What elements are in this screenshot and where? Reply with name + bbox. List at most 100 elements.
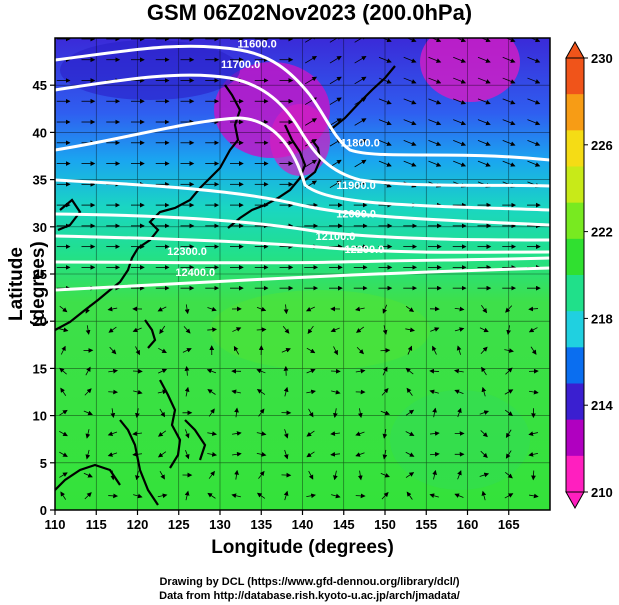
wind-streamline xyxy=(282,325,290,334)
wind-streamline xyxy=(504,389,514,395)
wind-streamline xyxy=(505,367,513,375)
wind-streamline xyxy=(231,451,242,457)
wind-streamline xyxy=(304,139,318,147)
wind-streamline xyxy=(457,407,462,418)
colorbar-segment xyxy=(566,202,584,240)
wind-streamline xyxy=(505,305,513,313)
wind-streamline xyxy=(432,469,437,480)
wind-streamline xyxy=(428,160,442,167)
wind-streamline xyxy=(333,470,338,481)
warm-patch xyxy=(390,390,530,490)
wind-streamline xyxy=(477,119,491,126)
wind-streamline xyxy=(403,98,417,105)
wind-streamline xyxy=(207,452,217,457)
wind-streamline xyxy=(528,431,538,436)
wind-streamline xyxy=(331,493,341,499)
wind-streamline xyxy=(306,493,316,499)
wind-streamline xyxy=(403,160,417,167)
wind-streamline xyxy=(528,493,539,499)
wind-streamline xyxy=(59,431,68,437)
colorbar-tick-label: 230 xyxy=(591,51,613,66)
wind-streamline xyxy=(304,38,318,43)
wind-streamline xyxy=(307,325,314,334)
wind-streamline xyxy=(135,408,140,418)
wind-streamline xyxy=(354,159,367,168)
wind-streamline xyxy=(428,56,442,63)
contour-label: 12300.0 xyxy=(167,246,207,258)
wind-streamline xyxy=(330,451,341,457)
wind-streamline xyxy=(306,389,316,395)
colorbar-segment xyxy=(566,419,584,457)
wind-streamline xyxy=(306,451,315,458)
wind-streamline xyxy=(527,77,541,84)
wind-streamline xyxy=(406,387,413,396)
y-tick-label: 20 xyxy=(33,314,47,329)
wind-streamline xyxy=(378,139,392,146)
colorbar-tick-label: 210 xyxy=(591,485,613,500)
wind-streamline xyxy=(405,431,415,436)
wind-streamline xyxy=(431,38,442,43)
wind-streamline xyxy=(457,470,462,480)
contour-label: 12100.0 xyxy=(316,231,356,243)
wind-streamline xyxy=(59,409,68,416)
colorbar-max-arrow xyxy=(565,40,585,59)
wind-streamline xyxy=(256,388,266,395)
wind-streamline xyxy=(403,119,417,126)
y-tick-label: 30 xyxy=(33,220,47,235)
height-contours xyxy=(55,44,550,292)
wind-streamline xyxy=(329,180,342,189)
x-tick-label: 165 xyxy=(498,517,520,532)
wind-streamline xyxy=(59,451,68,457)
y-tick-label: 5 xyxy=(40,456,47,471)
wind-streamline xyxy=(85,366,91,376)
wind-streamline xyxy=(502,56,516,63)
colorbar-segment xyxy=(566,238,584,276)
wind-streamline xyxy=(428,139,442,146)
wind-streamline xyxy=(233,345,240,355)
x-tick-label: 140 xyxy=(292,517,314,532)
wind-streamline xyxy=(430,327,440,332)
wind-streamline xyxy=(506,325,512,335)
wind-streamline xyxy=(110,408,116,419)
wind-streamline xyxy=(480,38,491,43)
wind-streamline xyxy=(231,431,242,436)
wind-streamline xyxy=(378,77,392,84)
wind-streamline xyxy=(454,389,464,395)
wind-streamline xyxy=(184,304,190,315)
wind-streamline xyxy=(157,306,167,312)
wind-streamline xyxy=(58,327,69,333)
wind-streamline xyxy=(502,160,516,167)
wind-streamline xyxy=(84,492,92,500)
x-tick-label: 125 xyxy=(168,517,190,532)
wind-streamline xyxy=(159,470,165,480)
wind-streamline xyxy=(184,386,190,397)
wind-streamline xyxy=(159,408,166,418)
wind-streamline xyxy=(454,368,464,374)
wind-streamline xyxy=(405,327,415,333)
wind-streamline xyxy=(85,325,91,335)
wind-streamline xyxy=(132,327,142,333)
wind-streamline xyxy=(382,429,388,439)
wind-streamline xyxy=(477,139,491,146)
wind-streamline xyxy=(527,56,541,63)
wind-streamline xyxy=(306,368,316,374)
wind-streamline xyxy=(283,490,289,501)
wind-streamline xyxy=(329,118,342,126)
wind-streamline xyxy=(456,345,462,355)
wind-streamline xyxy=(382,325,388,335)
wind-streamline xyxy=(157,368,168,374)
wind-streamline xyxy=(481,386,487,397)
wind-streamline xyxy=(527,139,541,146)
wind-streamline xyxy=(504,348,514,353)
wind-streamline xyxy=(157,451,167,458)
wind-streamline xyxy=(382,366,388,376)
wind-streamline xyxy=(208,470,215,479)
wind-streamline xyxy=(355,306,365,312)
wind-streamline xyxy=(304,159,318,168)
wind-streamline xyxy=(108,493,119,499)
contour-label: 11700.0 xyxy=(221,59,260,71)
colorbar-tick-label: 218 xyxy=(591,311,613,326)
wind-streamline xyxy=(382,449,388,460)
wind-streamline xyxy=(133,493,143,499)
credit-data: Data from http://database.rish.kyoto-u.a… xyxy=(159,590,460,602)
